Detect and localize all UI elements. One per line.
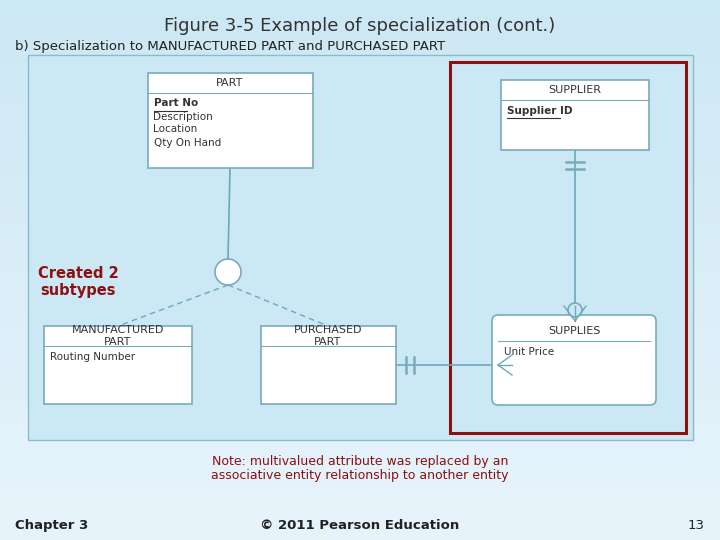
Text: PART: PART xyxy=(216,78,243,87)
Text: Supplier ID: Supplier ID xyxy=(507,106,572,116)
FancyBboxPatch shape xyxy=(28,55,693,440)
Text: SUPPLIER: SUPPLIER xyxy=(549,85,601,95)
Text: Unit Price: Unit Price xyxy=(504,347,554,357)
Text: Routing Number: Routing Number xyxy=(50,352,135,362)
FancyBboxPatch shape xyxy=(261,326,395,404)
Text: Created 2
subtypes: Created 2 subtypes xyxy=(37,266,118,298)
FancyBboxPatch shape xyxy=(492,315,656,405)
Text: Location: Location xyxy=(153,125,198,134)
Text: b) Specialization to MANUFACTURED PART and PURCHASED PART: b) Specialization to MANUFACTURED PART a… xyxy=(15,40,445,53)
Text: Part No: Part No xyxy=(153,98,198,109)
FancyBboxPatch shape xyxy=(44,326,192,404)
Circle shape xyxy=(215,259,241,285)
Text: SUPPLIES: SUPPLIES xyxy=(548,326,600,336)
Text: 13: 13 xyxy=(688,519,705,532)
Text: Description: Description xyxy=(153,111,213,122)
Text: PURCHASED
PART: PURCHASED PART xyxy=(294,325,362,347)
Text: Qty On Hand: Qty On Hand xyxy=(153,138,221,147)
Text: Note: multivalued attribute was replaced by an: Note: multivalued attribute was replaced… xyxy=(212,455,508,468)
Text: Chapter 3: Chapter 3 xyxy=(15,519,89,532)
Text: © 2011 Pearson Education: © 2011 Pearson Education xyxy=(261,519,459,532)
Text: associative entity relationship to another entity: associative entity relationship to anoth… xyxy=(211,469,509,482)
FancyBboxPatch shape xyxy=(148,72,312,167)
Text: Figure 3-5 Example of specialization (cont.): Figure 3-5 Example of specialization (co… xyxy=(164,17,556,35)
Text: MANUFACTURED
PART: MANUFACTURED PART xyxy=(72,325,164,347)
Circle shape xyxy=(568,303,582,317)
FancyBboxPatch shape xyxy=(501,80,649,150)
